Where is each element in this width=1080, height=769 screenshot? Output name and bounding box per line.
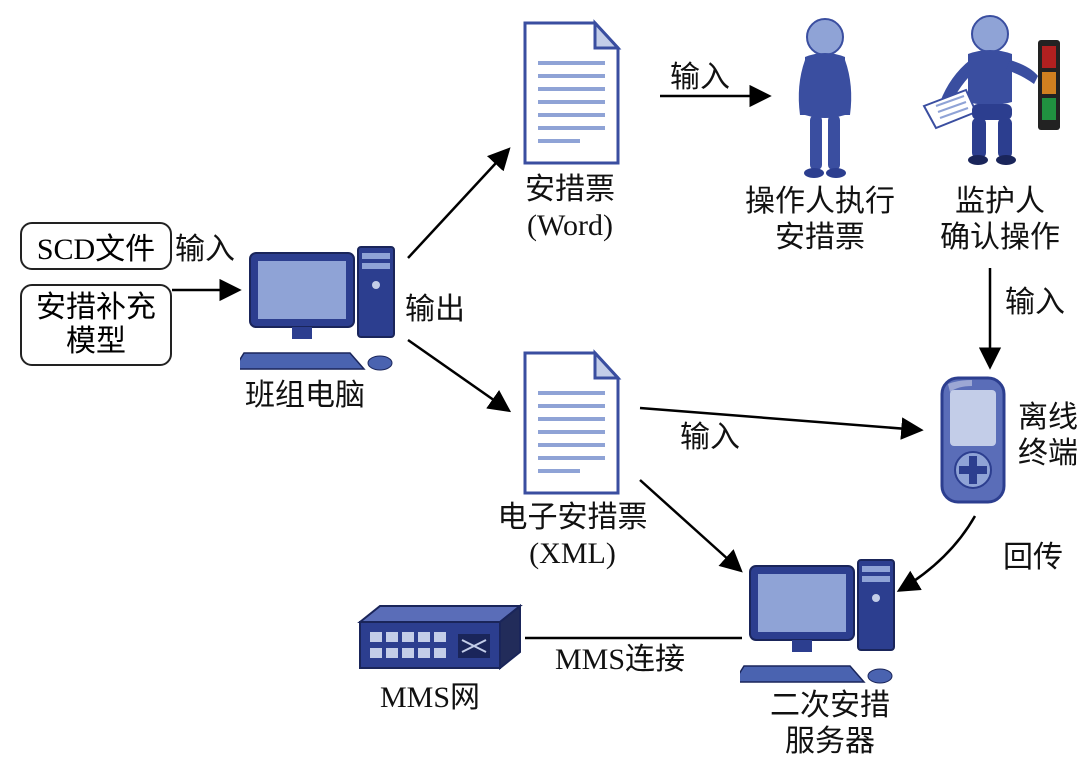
edge-mms-label: MMS连接 [555, 642, 685, 678]
word-doc-icon [510, 18, 630, 173]
edge-in4-label: 输入 [680, 420, 740, 456]
team-pc-label: 班组电脑 [245, 378, 365, 414]
edge-back-label: 回传 [1003, 540, 1063, 576]
xml-doc-icon [510, 348, 630, 503]
server-label: 二次安措 服务器 [755, 688, 905, 760]
diagram-root: { "nodes": { "scd_file": { "label": "SCD… [0, 0, 1080, 769]
edge-out1-label: 输出 [405, 292, 465, 328]
mms-label: MMS网 [380, 680, 480, 716]
operator-label: 操作人执行 安措票 [730, 184, 910, 256]
offline-label: 离线 终端 [1018, 400, 1078, 472]
edge-in1-label: 输入 [175, 232, 235, 268]
server-pc-icon [740, 548, 910, 693]
operator-icon [780, 15, 870, 185]
mms-switch-icon [350, 600, 530, 685]
supp-model-label: 安措补充 模型 [32, 291, 160, 360]
supervisor-icon [920, 10, 1070, 185]
edge-in2-label: 输入 [670, 60, 730, 96]
scd-file-label: SCD文件 [37, 224, 155, 268]
word-doc-label: 安措票 (Word) [510, 172, 630, 244]
scd-file-box: SCD文件 [20, 222, 172, 270]
edge-in3-label: 输入 [1005, 285, 1065, 321]
team-pc-icon [240, 235, 410, 380]
offline-terminal-icon [928, 372, 1018, 517]
xml-doc-label: 电子安措票 (XML) [490, 500, 655, 572]
supp-model-box: 安措补充 模型 [20, 284, 172, 366]
supervisor-label: 监护人 确认操作 [930, 184, 1070, 256]
